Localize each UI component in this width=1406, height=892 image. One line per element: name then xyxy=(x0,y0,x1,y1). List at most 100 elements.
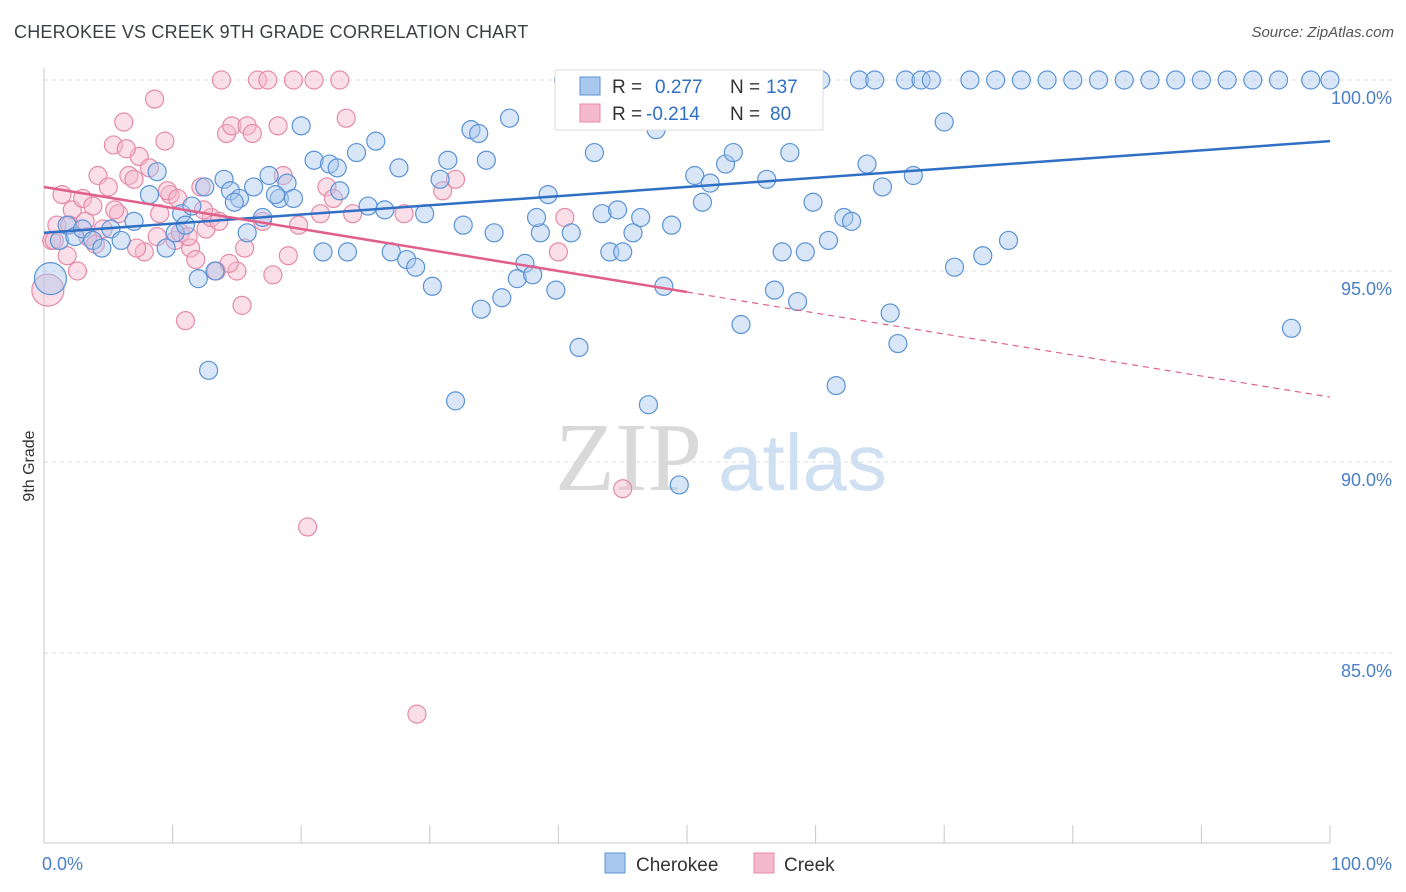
cherokee-point-103 xyxy=(872,177,893,197)
creek-point-16 xyxy=(119,165,139,186)
cherokee-point-49 xyxy=(453,215,473,235)
cherokee-point-121 xyxy=(1140,70,1160,90)
x-tick-label-0: 0.0% xyxy=(42,854,83,874)
y-axis-label: 9th Grade xyxy=(21,430,38,501)
cherokee-point-77 xyxy=(669,475,689,495)
cherokee-point-28 xyxy=(269,188,289,209)
cherokee-point-72 xyxy=(631,207,651,228)
cherokee-point-134 xyxy=(471,299,491,319)
cherokee-point-112 xyxy=(960,70,980,90)
creek-point-56 xyxy=(336,108,356,128)
cherokee-point-111 xyxy=(944,257,965,277)
cherokee-point-20 xyxy=(205,261,225,281)
creek-point-41 xyxy=(247,70,268,90)
cherokee-point-116 xyxy=(1011,70,1031,90)
creek-point-49 xyxy=(289,215,309,235)
creek-point-55 xyxy=(330,70,350,90)
creek-point-71 xyxy=(126,238,147,258)
creek-point-50 xyxy=(298,517,318,537)
bottom-legend-cherokee: Cherokee xyxy=(636,855,718,876)
creek-points xyxy=(31,70,633,724)
cherokee-point-0 xyxy=(33,262,68,296)
cherokee-point-51 xyxy=(469,123,489,144)
cherokee-point-120 xyxy=(1114,70,1134,90)
chart-title: CHEROKEE VS CREEK 9TH GRADE CORRELATION … xyxy=(14,22,529,42)
legend-r-label-2: R = xyxy=(612,104,642,125)
creek-point-28 xyxy=(181,238,201,258)
cherokee-point-90 xyxy=(772,242,792,262)
cherokee-point-63 xyxy=(561,223,581,243)
cherokee-point-132 xyxy=(330,181,350,201)
cherokee-point-110 xyxy=(934,112,954,132)
cherokee-point-60 xyxy=(538,185,558,205)
creek-point-37 xyxy=(227,261,247,281)
creek-point-29 xyxy=(186,249,206,270)
cherokee-point-97 xyxy=(826,376,846,396)
legend-r-value-2: -0.214 xyxy=(646,104,700,125)
cherokee-point-45 xyxy=(422,276,442,296)
cherokee-point-46 xyxy=(430,169,450,189)
cherokee-point-33 xyxy=(313,242,333,262)
cherokee-point-101 xyxy=(857,154,877,174)
cherokee-point-38 xyxy=(358,196,378,216)
axes xyxy=(43,68,1331,844)
bottom-legend-swatch-cherokee xyxy=(604,852,626,874)
cherokee-point-56 xyxy=(507,269,527,289)
cherokee-point-24 xyxy=(237,223,257,243)
creek-point-9 xyxy=(83,196,103,216)
creek-point-21 xyxy=(144,89,165,109)
cherokee-point-23 xyxy=(229,188,250,209)
creek-point-40 xyxy=(242,123,262,144)
cherokee-point-54 xyxy=(492,288,512,308)
creek-point-69 xyxy=(105,200,125,220)
creek-point-60 xyxy=(433,181,453,201)
cherokee-point-83 xyxy=(715,154,736,174)
legend-r-label-1: R = xyxy=(612,77,642,98)
x-tick-labels: 0.0% 100.0% xyxy=(42,854,1392,874)
trend-lines xyxy=(43,139,1331,398)
cherokee-point-47 xyxy=(438,150,458,170)
creek-point-61 xyxy=(445,169,466,189)
creek-point-14 xyxy=(108,204,129,224)
cherokee-point-100 xyxy=(849,70,869,90)
creek-point-34 xyxy=(211,70,232,90)
cherokee-trend-line xyxy=(43,139,1331,235)
cherokee-point-80 xyxy=(692,192,713,212)
cherokee-point-109 xyxy=(921,70,941,90)
cherokee-point-44 xyxy=(415,204,435,224)
cherokee-point-130 xyxy=(224,192,244,212)
cherokee-point-27 xyxy=(259,165,279,186)
legend-swatch-cherokee xyxy=(579,76,601,96)
cherokee-point-71 xyxy=(623,223,643,243)
cherokee-point-6 xyxy=(92,238,112,258)
cherokee-point-119 xyxy=(1088,70,1109,90)
cherokee-point-37 xyxy=(346,142,367,163)
cherokee-point-114 xyxy=(986,70,1006,90)
cherokee-point-128 xyxy=(1301,70,1321,90)
cherokee-point-31 xyxy=(291,116,311,136)
cherokee-point-10 xyxy=(139,185,160,205)
creek-point-59 xyxy=(407,704,427,724)
creek-point-17 xyxy=(124,169,144,189)
cherokee-point-108 xyxy=(911,70,931,90)
cherokee-point-48 xyxy=(445,391,466,411)
cherokee-point-64 xyxy=(569,337,589,357)
creek-point-62 xyxy=(548,242,569,262)
cherokee-point-123 xyxy=(1191,70,1212,90)
creek-point-51 xyxy=(304,70,324,90)
cherokee-point-99 xyxy=(842,211,862,231)
creek-point-4 xyxy=(57,246,77,266)
cherokee-point-76 xyxy=(661,215,682,235)
cherokee-point-81 xyxy=(700,173,720,193)
y-tick-label-1: 95.0% xyxy=(1341,279,1392,299)
x-tick-label-1: 100.0% xyxy=(1331,854,1392,874)
cherokee-point-73 xyxy=(638,395,659,415)
creek-point-27 xyxy=(175,311,196,331)
bottom-legend-swatch-creek xyxy=(753,852,775,874)
cherokee-point-126 xyxy=(1268,70,1289,90)
creek-point-13 xyxy=(103,135,124,155)
cherokee-point-11 xyxy=(147,162,167,182)
cherokee-point-36 xyxy=(337,242,358,262)
legend-n-label-2: N = xyxy=(730,104,760,125)
